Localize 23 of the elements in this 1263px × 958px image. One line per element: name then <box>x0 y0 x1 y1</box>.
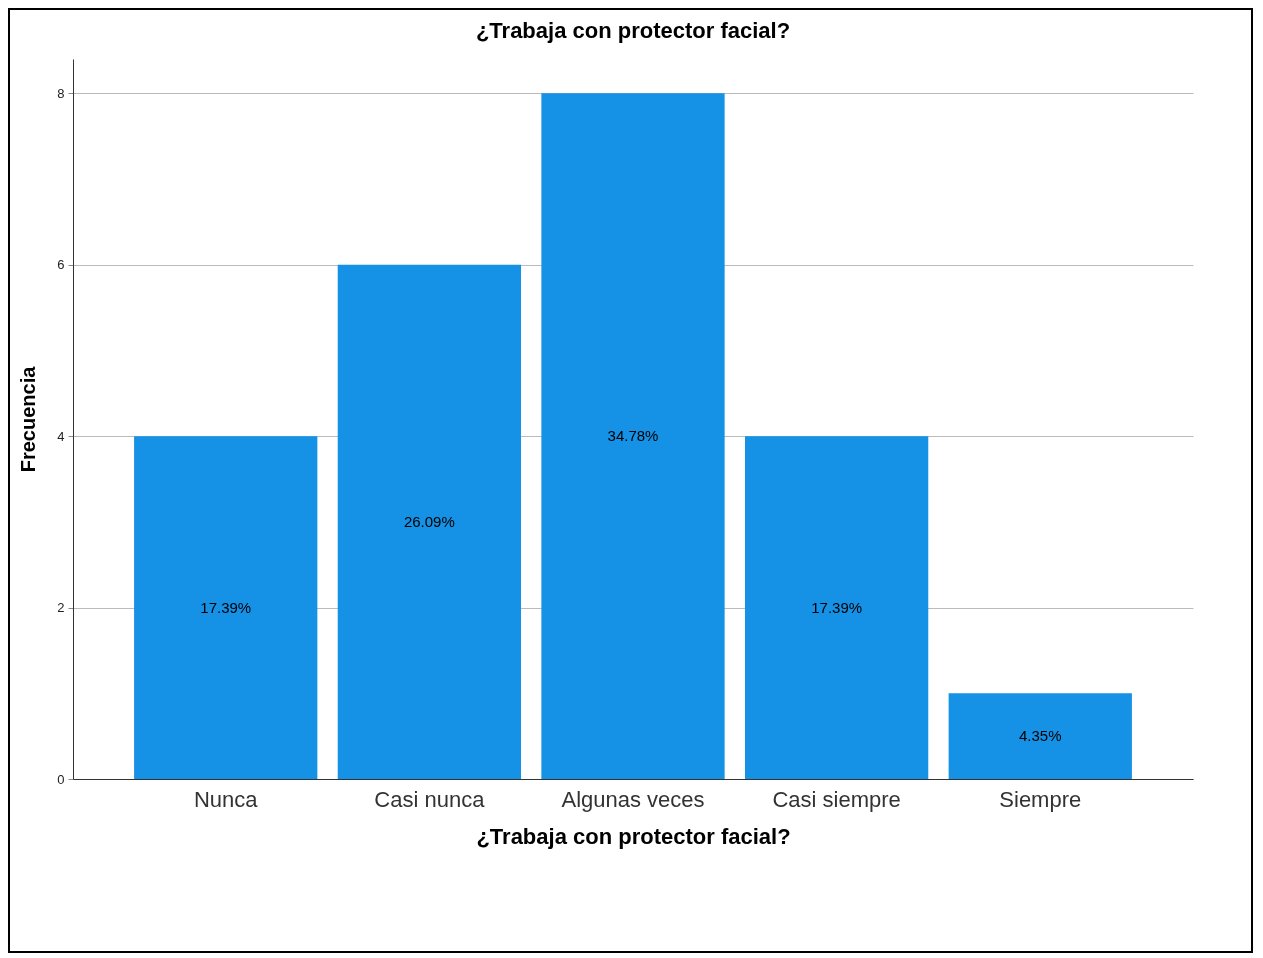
bar <box>541 93 725 779</box>
x-tick-label: Algunas veces <box>561 786 705 812</box>
y-tick-label: 6 <box>57 257 65 273</box>
x-tick-label: Casi siempre <box>772 786 901 812</box>
y-tick-label: 2 <box>57 600 65 616</box>
x-axis-title: ¿Trabaja con protector facial? <box>476 823 791 849</box>
y-axis-title: Frecuencia <box>17 365 40 473</box>
x-tick-label: Casi nunca <box>374 786 486 812</box>
annotation: 4.35% <box>1019 727 1062 745</box>
y-tick-label: 8 <box>57 85 65 101</box>
bar <box>337 264 521 779</box>
chart-title: ¿Trabaja con protector facial? <box>475 18 791 43</box>
bar <box>948 693 1132 779</box>
annotation: 17.39% <box>200 598 252 616</box>
x-tick-label: Nunca <box>193 786 259 812</box>
annotation: 34.78% <box>607 427 659 445</box>
y-tick-label: 4 <box>57 428 65 444</box>
annotation: 26.09% <box>403 512 455 530</box>
bar <box>134 436 318 779</box>
bar <box>745 436 929 779</box>
y-tick-label: 0 <box>57 771 65 787</box>
x-tick-label: Siempre <box>999 786 1082 812</box>
annotation: 17.39% <box>811 598 863 616</box>
